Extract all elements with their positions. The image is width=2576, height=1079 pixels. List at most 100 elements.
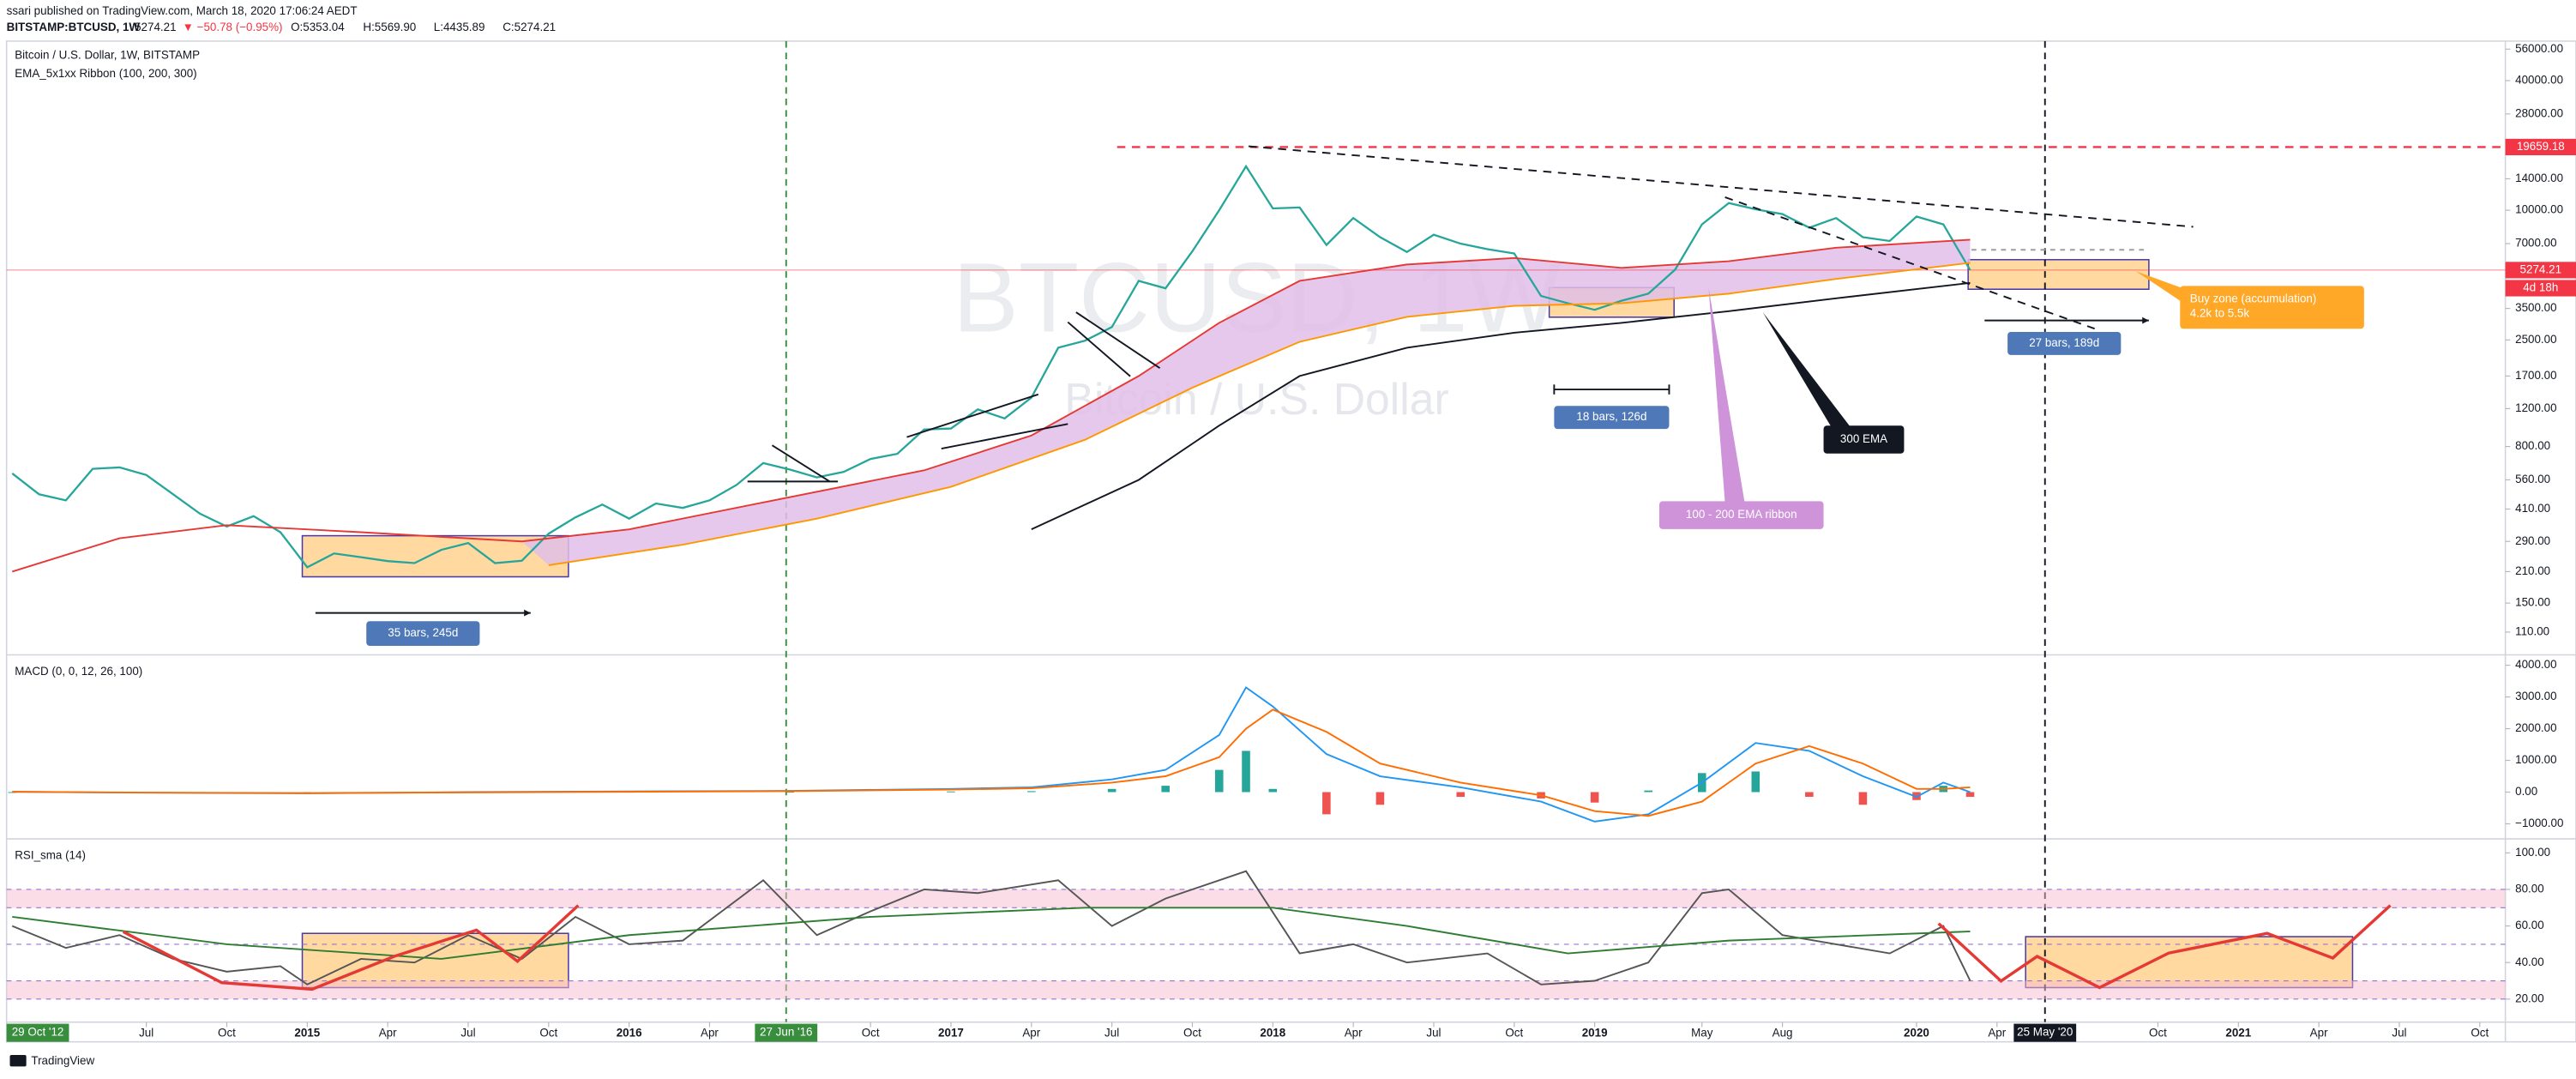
y-tick-label: 210.00	[2515, 564, 2550, 577]
plot: 56000.00 40000.00 28000.00 14000.00 10000.00…	[8, 42, 2563, 1040]
histogram-bar	[1590, 792, 1599, 803]
y-tick-label: 800.00	[2515, 439, 2550, 452]
y-tick-label: 0.00	[2515, 785, 2537, 798]
series-line	[11, 164, 1971, 569]
brand: TradingView	[31, 1054, 94, 1067]
trend-line	[771, 444, 830, 483]
callout-box	[1554, 406, 1670, 430]
series-line	[11, 238, 1971, 573]
zigzag	[122, 904, 580, 992]
y-tick-label: 14000.00	[2515, 172, 2563, 184]
x-tick-label: 2021	[2225, 1027, 2251, 1040]
x-tick-label: Oct	[1505, 1027, 1523, 1040]
x-tick-label: Apr	[1345, 1027, 1363, 1040]
series-line	[11, 870, 1971, 986]
histogram-bar	[1242, 750, 1250, 793]
callout-box	[1658, 501, 1824, 529]
y-tick-label: 40.00	[2515, 955, 2544, 968]
level-label: 19659.18	[2517, 140, 2565, 153]
histogram-bar	[1805, 792, 1814, 798]
x-tick-label: Apr	[1022, 1027, 1040, 1040]
zigzag	[1937, 904, 2392, 990]
y-tick-label: 1000.00	[2515, 753, 2556, 766]
callout-box	[2007, 332, 2122, 355]
histogram-bar	[1965, 792, 1975, 798]
y-tick-label: 410.00	[2515, 502, 2550, 515]
y-tick-label: 2500.00	[2515, 333, 2556, 346]
histogram-bar	[1268, 788, 1278, 793]
annotation: 4.2k to 5.5k	[2190, 307, 2250, 320]
series-line	[548, 262, 1971, 566]
y-tick-label: 80.00	[2515, 883, 2544, 895]
x-tick-label: Apr	[1988, 1027, 2006, 1040]
arrow-head	[524, 609, 531, 617]
start-label: 29 Oct '12	[12, 1026, 64, 1039]
y-tick-label: 20.00	[2515, 992, 2544, 1004]
series-line	[12, 907, 1971, 960]
x-tick-label: Oct	[1183, 1027, 1201, 1040]
y-tick-label: 3000.00	[2515, 690, 2556, 702]
marker-label: 25 May '20	[2017, 1026, 2073, 1039]
x-tick-label: 2016	[617, 1027, 642, 1040]
x-tick-label: May	[1691, 1027, 1713, 1040]
y-tick-label: 1200.00	[2515, 401, 2556, 414]
x-tick-label: Oct	[2149, 1027, 2167, 1040]
histogram-bar	[1161, 786, 1170, 793]
histogram-bar	[1214, 769, 1224, 793]
y-tick-label: 56000.00	[2515, 42, 2563, 55]
rsi-band	[6, 980, 2506, 999]
callout-pointer	[2135, 271, 2190, 308]
annotation: Buy zone (accumulation)	[2190, 292, 2317, 304]
arrow-head	[2142, 316, 2149, 324]
pane-subtitle: EMA_5x1xx Ribbon (100, 200, 300)	[15, 67, 196, 80]
y-tick-label: 3500.00	[2515, 301, 2556, 314]
marker-label: 27 Jun '16	[760, 1026, 812, 1039]
series-line	[1031, 281, 1971, 531]
trend-line	[1075, 311, 1161, 369]
trend-line	[1067, 321, 1131, 377]
histogram-bar	[947, 791, 955, 793]
level-label-bg	[2505, 138, 2576, 155]
y-tick-label: 150.00	[2515, 596, 2550, 609]
publisher: ssari published on TradingView.com, Marc…	[7, 4, 358, 17]
callout-pointer	[1762, 312, 1854, 431]
x-tick-label: 2020	[1904, 1027, 1929, 1040]
y-tick-label: 1700.00	[2515, 369, 2556, 382]
x-tick-label: Oct	[218, 1027, 236, 1040]
marker-label-bg	[2013, 1023, 2077, 1042]
marker-label-bg	[755, 1023, 818, 1042]
ohlc-close: C:5274.21	[503, 21, 556, 33]
y-tick-label: 10000.00	[2515, 203, 2563, 216]
callout-box	[366, 621, 480, 646]
histogram-bar	[1456, 792, 1466, 798]
change: ▼ −50.78 (−0.95%)	[183, 21, 283, 33]
ohlc-high: H:5569.90	[363, 21, 416, 33]
x-tick-label: Apr	[379, 1027, 397, 1040]
annotation: 100 - 200 EMA ribbon	[1686, 508, 1797, 521]
macd-line	[12, 708, 1971, 817]
x-tick-label: Jul	[139, 1027, 153, 1040]
rsi-band	[6, 889, 2506, 908]
y-tick-label: −1000.00	[2515, 817, 2563, 829]
y-tick-label: 100.00	[2515, 846, 2550, 859]
pane-title: MACD (0, 0, 12, 26, 100)	[15, 665, 142, 678]
y-tick-label: 28000.00	[2515, 106, 2563, 119]
y-tick-label: 60.00	[2515, 919, 2544, 931]
drawings-over: Bitcoin / U.S. Dollar, 1W, BITSTAMP EMA_5…	[6, 49, 2576, 1042]
symbol: BITSTAMP:BTCUSD, 1W	[7, 21, 141, 33]
countdown-bg	[2505, 280, 2576, 297]
start-label-bg	[6, 1023, 69, 1042]
histogram-bar	[1644, 790, 1652, 793]
callout-box	[1823, 425, 1905, 454]
chart-frame	[5, 40, 2576, 1043]
x-tick-label: Aug	[1773, 1027, 1793, 1040]
histogram-bar	[1858, 792, 1868, 805]
countdown: 4d 18h	[2523, 281, 2558, 294]
histogram-bar	[1107, 788, 1116, 793]
histogram-bar	[1027, 791, 1036, 793]
x-tick-label: Jul	[1104, 1027, 1119, 1040]
y-tick-label: 7000.00	[2515, 237, 2556, 250]
zone-box	[301, 932, 569, 989]
